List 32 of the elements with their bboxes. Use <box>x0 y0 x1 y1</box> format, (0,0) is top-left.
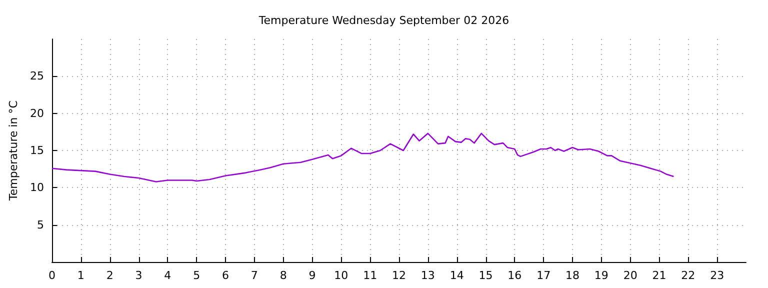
x-tick-label: 12 <box>392 269 406 282</box>
x-tick-label: 23 <box>710 269 724 282</box>
y-tick-label: 15 <box>30 144 44 157</box>
x-tick-label: 11 <box>363 269 378 282</box>
x-tick-label: 21 <box>652 269 666 282</box>
x-tick-label: 16 <box>508 269 522 282</box>
x-tick-label: 6 <box>222 269 229 282</box>
x-tick-label: 22 <box>681 269 696 282</box>
y-tick-label: 25 <box>30 70 44 83</box>
y-tick-label: 10 <box>30 181 44 194</box>
line-series <box>51 132 674 182</box>
x-tick-label: 4 <box>164 269 172 282</box>
x-tick-label: 3 <box>135 269 142 282</box>
x-tick-label: 17 <box>536 269 551 282</box>
x-tick-label: 19 <box>594 269 608 282</box>
x-tick-label: 1 <box>77 269 84 282</box>
x-tick-label: 13 <box>420 269 435 282</box>
y-tick-label: 20 <box>30 106 44 120</box>
chart-title: Temperature Wednesday September 02 2026 <box>258 14 510 27</box>
x-tick-label: 14 <box>450 269 464 282</box>
y-axis-title: Temperature in °C <box>7 100 20 202</box>
y-tick-label: 5 <box>37 218 44 232</box>
x-tick-label: 18 <box>566 269 580 282</box>
x-tick-label: 10 <box>334 269 348 282</box>
x-tick-label: 7 <box>250 269 258 282</box>
x-tick-label: 8 <box>280 269 287 282</box>
x-tick-label: 2 <box>106 269 114 282</box>
x-tick-label: 20 <box>623 269 638 282</box>
x-tick-label: 0 <box>48 269 56 282</box>
x-tick-label: 9 <box>308 269 316 282</box>
x-tick-label: 15 <box>478 269 493 282</box>
x-tick-label: 5 <box>193 269 200 282</box>
